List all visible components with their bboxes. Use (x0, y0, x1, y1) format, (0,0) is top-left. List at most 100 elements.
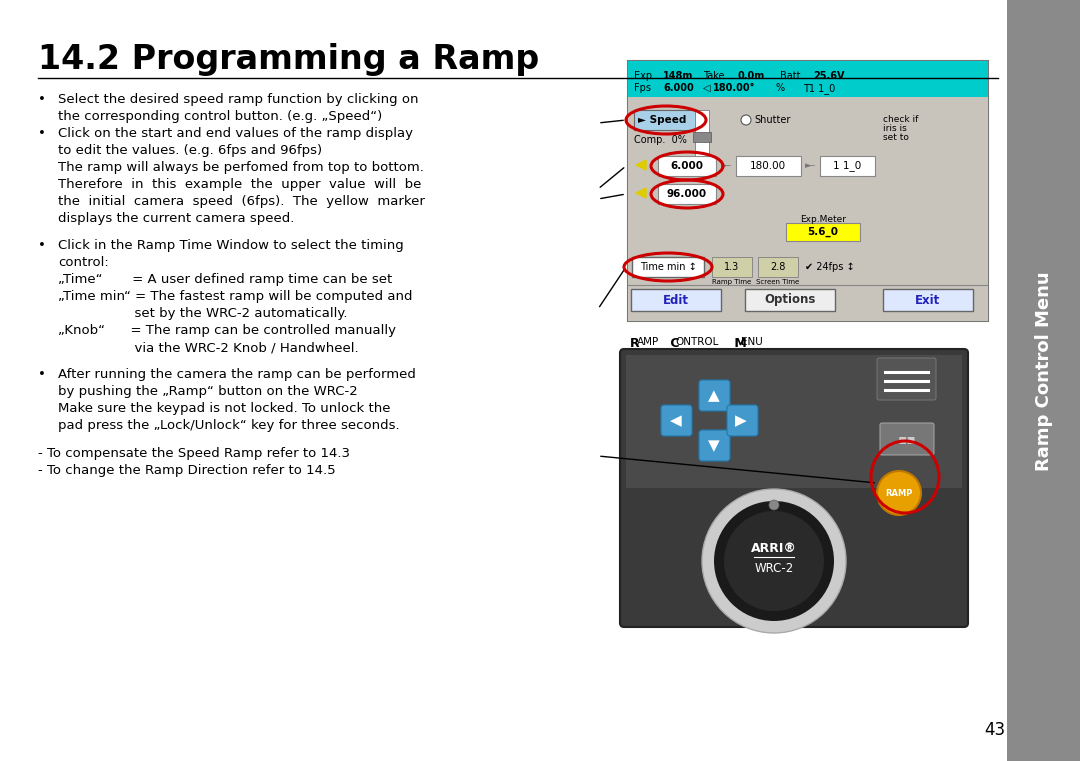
Polygon shape (636, 188, 646, 198)
FancyBboxPatch shape (634, 110, 698, 130)
Text: C: C (666, 337, 679, 350)
Text: „Time min“ = The fastest ramp will be computed and: „Time min“ = The fastest ramp will be co… (58, 290, 413, 303)
Text: AMP: AMP (637, 337, 659, 347)
FancyBboxPatch shape (620, 349, 968, 627)
Text: Screen Time: Screen Time (756, 279, 799, 285)
Text: R: R (630, 337, 639, 350)
Text: The ramp will always be perfomed from top to bottom.: The ramp will always be perfomed from to… (58, 161, 423, 174)
Text: 148m: 148m (663, 71, 693, 81)
FancyBboxPatch shape (786, 223, 860, 241)
Text: Click in the Ramp Time Window to select the timing: Click in the Ramp Time Window to select … (58, 239, 404, 252)
Text: 5.6_0: 5.6_0 (808, 227, 838, 237)
Text: ◁: ◁ (703, 83, 711, 93)
Text: Fps: Fps (634, 83, 651, 93)
FancyBboxPatch shape (1007, 0, 1080, 761)
FancyBboxPatch shape (631, 289, 721, 311)
Text: Exp: Exp (634, 71, 652, 81)
Text: Exit: Exit (916, 294, 941, 307)
FancyBboxPatch shape (658, 184, 716, 204)
Text: Select the desired speed ramp function by clicking on: Select the desired speed ramp function b… (58, 93, 419, 106)
Text: by pushing the „Ramp“ button on the WRC-2: by pushing the „Ramp“ button on the WRC-… (58, 385, 357, 399)
Polygon shape (636, 160, 646, 170)
Text: ►–: ►– (721, 161, 732, 170)
FancyBboxPatch shape (627, 61, 988, 97)
Text: via the WRC-2 Knob / Handwheel.: via the WRC-2 Knob / Handwheel. (58, 341, 359, 354)
Text: Shutter: Shutter (754, 115, 791, 125)
Text: ▲: ▲ (708, 389, 720, 403)
Text: set by the WRC-2 automatically.: set by the WRC-2 automatically. (58, 307, 348, 320)
Text: 6.000: 6.000 (671, 161, 703, 171)
Text: •: • (38, 93, 45, 106)
Text: ONTROL: ONTROL (675, 337, 718, 347)
FancyBboxPatch shape (880, 423, 934, 455)
Text: Batt: Batt (780, 71, 800, 81)
FancyBboxPatch shape (727, 405, 758, 436)
Text: 180.00: 180.00 (750, 161, 786, 171)
Text: „Knob“      = The ramp can be controlled manually: „Knob“ = The ramp can be controlled manu… (58, 324, 396, 337)
Text: Comp.  0%: Comp. 0% (634, 135, 687, 145)
Text: 1 1_0: 1 1_0 (833, 161, 861, 171)
Text: RAMP: RAMP (886, 489, 913, 498)
FancyBboxPatch shape (627, 97, 988, 321)
Circle shape (714, 501, 834, 621)
FancyBboxPatch shape (661, 405, 692, 436)
FancyBboxPatch shape (632, 257, 704, 277)
FancyBboxPatch shape (745, 289, 835, 311)
FancyBboxPatch shape (820, 156, 875, 176)
Text: Make sure the keypad is not locked. To unlock the: Make sure the keypad is not locked. To u… (58, 403, 391, 416)
Text: ▪▪: ▪▪ (897, 432, 916, 446)
FancyBboxPatch shape (626, 355, 962, 488)
Text: control:: control: (58, 256, 109, 269)
Text: •: • (38, 368, 45, 381)
Text: 2.8: 2.8 (770, 262, 785, 272)
FancyBboxPatch shape (712, 257, 752, 277)
Text: - To compensate the Speed Ramp refer to 14.3: - To compensate the Speed Ramp refer to … (38, 447, 350, 460)
Text: 43: 43 (985, 721, 1005, 739)
Text: Ramp Time: Ramp Time (713, 279, 752, 285)
FancyBboxPatch shape (699, 380, 730, 411)
Text: •: • (38, 127, 45, 140)
Circle shape (702, 489, 846, 633)
FancyBboxPatch shape (735, 156, 801, 176)
Text: pad press the „Lock/Unlock“ key for three seconds.: pad press the „Lock/Unlock“ key for thre… (58, 419, 400, 432)
Text: T1 1_0: T1 1_0 (804, 83, 835, 94)
Text: set to: set to (883, 133, 909, 142)
Text: M: M (730, 337, 746, 350)
Text: ✔ 24fps ↕: ✔ 24fps ↕ (805, 262, 854, 272)
Text: 14.2 Programming a Ramp: 14.2 Programming a Ramp (38, 43, 539, 76)
Text: Edit: Edit (663, 294, 689, 307)
FancyBboxPatch shape (877, 358, 936, 400)
Text: ▶: ▶ (735, 413, 747, 428)
Circle shape (741, 115, 751, 125)
Text: WRC-2: WRC-2 (754, 562, 794, 575)
Text: 0.0m: 0.0m (738, 71, 766, 81)
FancyBboxPatch shape (658, 156, 716, 176)
Text: 96.000: 96.000 (667, 189, 707, 199)
Text: - To change the Ramp Direction refer to 14.5: - To change the Ramp Direction refer to … (38, 463, 336, 476)
Text: Options: Options (765, 294, 815, 307)
FancyBboxPatch shape (699, 430, 730, 461)
Text: to edit the values. (e.g. 6fps and 96fps): to edit the values. (e.g. 6fps and 96fps… (58, 144, 322, 157)
FancyBboxPatch shape (627, 61, 988, 321)
Text: ▼: ▼ (708, 438, 720, 454)
Text: ►–: ►– (805, 161, 816, 170)
FancyBboxPatch shape (693, 132, 711, 142)
Text: ◀: ◀ (670, 413, 681, 428)
Circle shape (724, 511, 824, 611)
Text: check if: check if (883, 115, 918, 124)
Text: 25.6V: 25.6V (813, 71, 845, 81)
Text: Click on the start and end values of the ramp display: Click on the start and end values of the… (58, 127, 413, 140)
Text: the corresponding control button. (e.g. „Speed“): the corresponding control button. (e.g. … (58, 110, 382, 123)
Text: Therefore  in  this  example  the  upper  value  will  be: Therefore in this example the upper valu… (58, 178, 421, 191)
Text: „Time“       = A user defined ramp time can be set: „Time“ = A user defined ramp time can be… (58, 273, 392, 286)
Text: 6.000: 6.000 (663, 83, 693, 93)
Text: •: • (38, 239, 45, 252)
Text: iris is: iris is (883, 124, 907, 133)
Text: %: % (777, 83, 785, 93)
Circle shape (877, 471, 921, 515)
Text: Exp.Meter: Exp.Meter (800, 215, 846, 224)
Text: After running the camera the ramp can be performed: After running the camera the ramp can be… (58, 368, 416, 381)
FancyBboxPatch shape (696, 110, 708, 165)
Text: Time min ↕: Time min ↕ (639, 262, 697, 272)
Text: Take: Take (703, 71, 725, 81)
